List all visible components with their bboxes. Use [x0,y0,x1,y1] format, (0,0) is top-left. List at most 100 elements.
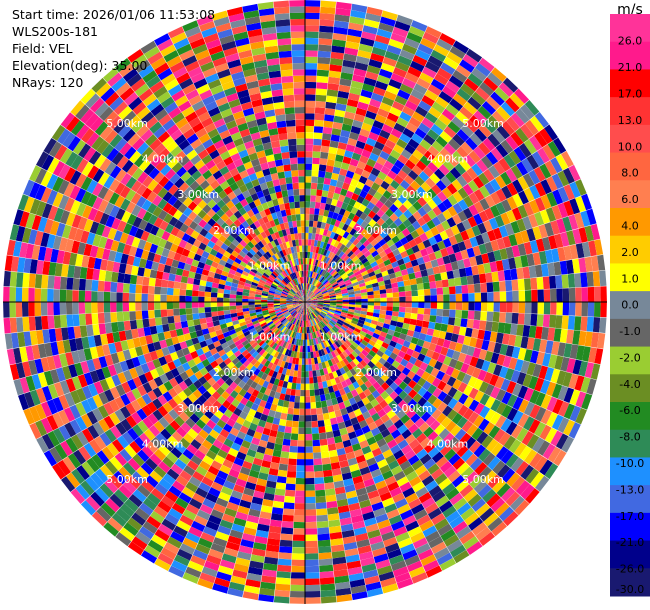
velocity-bin [342,358,350,366]
velocity-bin [349,335,356,342]
velocity-bin [338,346,345,353]
velocity-bin [499,312,506,323]
velocity-bin [320,349,326,356]
velocity-bin [320,342,326,349]
velocity-bin [394,434,405,445]
velocity-bin [317,303,324,305]
velocity-bin [508,357,518,370]
velocity-bin [341,307,349,312]
velocity-bin [518,302,526,314]
velocity-bin [451,412,463,425]
velocity-bin [305,302,311,306]
velocity-bin [443,302,450,310]
velocity-bin [448,341,457,351]
velocity-bin [469,475,483,489]
velocity-bin [311,303,318,306]
velocity-bin [407,379,417,389]
velocity-bin [399,302,406,308]
velocity-bin [465,453,478,467]
velocity-bin [422,320,430,328]
velocity-bin [495,446,509,460]
velocity-bin [563,343,573,358]
velocity-bin [442,482,456,496]
velocity-bin [365,333,373,340]
velocity-bin [396,321,404,328]
velocity-bin [572,359,582,375]
velocity-bin [523,387,534,402]
velocity-bin [406,560,423,572]
velocity-bin [428,536,444,549]
velocity-bin [352,330,360,337]
velocity-bin [448,358,458,369]
velocity-bin [503,511,519,527]
velocity-bin [363,336,371,343]
velocity-bin [335,322,342,328]
velocity-bin [356,414,365,423]
velocity-bin [372,332,380,339]
nrays-label: NRays: 120 [12,75,84,90]
velocity-bin [413,509,428,521]
velocity-bin [475,358,485,370]
velocity-bin [360,307,368,312]
velocity-bin [320,320,326,327]
velocity-bin [481,435,494,449]
velocity-bin [379,365,389,374]
velocity-bin [423,314,431,322]
velocity-bin [410,531,425,544]
velocity-bin [446,539,463,553]
velocity-bin [366,393,376,403]
velocity-bin [494,502,510,517]
velocity-bin [412,393,423,403]
velocity-bin [351,350,359,358]
velocity-bin [586,316,594,332]
velocity-bin [420,347,429,356]
velocity-bin [503,323,512,335]
velocity-bin [488,425,501,439]
velocity-bin [364,430,374,440]
velocity-bin [323,303,331,305]
velocity-bin [309,320,313,327]
velocity-bin [356,378,365,387]
velocity-bin [359,466,371,476]
velocity-bin [568,373,579,389]
velocity-bin [472,319,481,330]
velocity-bin [530,350,539,364]
velocity-bin [330,344,336,351]
velocity-bin [562,302,570,316]
velocity-bin [575,345,585,361]
velocity-bin [357,319,365,325]
velocity-bin [323,387,330,395]
velocity-bin [305,302,311,305]
velocity-bin [516,324,524,337]
velocity-bin [425,530,441,543]
velocity-bin [310,312,315,319]
velocity-bin [545,340,554,354]
velocity-bin [430,308,437,316]
velocity-bin [368,407,377,417]
velocity-bin [339,360,347,368]
velocity-bin [381,327,389,334]
velocity-bin [323,367,329,375]
velocity-bin [342,333,349,340]
velocity-bin [490,399,502,412]
velocity-bin [339,427,348,436]
velocity-bin [519,445,532,461]
velocity-bin [434,344,443,354]
velocity-bin [421,475,435,487]
velocity-bin [428,342,437,352]
velocity-bin [382,404,393,414]
velocity-bin [314,309,320,315]
velocity-bin [377,423,388,433]
velocity-bin [450,333,459,343]
velocity-bin [311,303,318,306]
velocity-bin [349,463,360,472]
velocity-bin [342,302,349,305]
velocity-bin [383,337,392,345]
velocity-bin [427,431,439,442]
velocity-bin [323,305,330,309]
velocity-bin [325,340,331,347]
velocity-bin [490,386,501,399]
velocity-bin [399,481,412,493]
velocity-bin [457,404,469,417]
velocity-bin [582,346,591,362]
